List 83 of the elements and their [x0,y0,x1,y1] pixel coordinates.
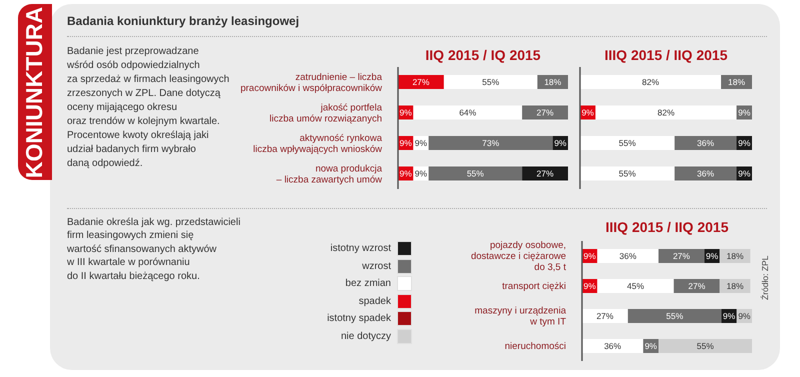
y-tick-label: transport ciężki [502,280,566,292]
text: Źródło: ZPL [760,256,770,300]
bar [428,166,522,180]
data-label: 18% [726,281,744,291]
bar [658,249,704,263]
data-label: 27% [536,108,554,118]
y-tick-label: jakość portfela liczba umów rozwiązanych [270,102,383,124]
y-tick-label: maszyny i urządzenia w tym IT [474,305,567,327]
data-label: 27% [672,251,690,261]
data-label: 55% [666,311,684,321]
data-label: 9% [400,108,412,118]
bar [582,339,644,353]
data-label: 9% [414,138,428,148]
y-tick-label: aktywność rynkowa liczba wpływających wniosków [253,132,383,154]
legend-label: bez zmian [345,278,391,290]
data-label: 55% [618,168,636,178]
bar [428,136,553,150]
data-label: 73% [482,138,500,148]
data-label: 9% [582,108,594,118]
bar [444,75,538,89]
data-label: 82% [657,108,675,118]
data-label: 27% [412,77,430,87]
bar [658,339,752,353]
data-label: 27% [688,281,706,291]
data-label: 45% [627,281,644,291]
data-label: 18% [728,77,746,87]
bar [580,75,722,89]
data-label: 9% [738,138,751,148]
chart-title: IIIQ 2015 / IIQ 2015 [604,47,728,63]
bar [413,106,522,120]
bar [597,249,658,263]
data-label: 9% [554,138,567,148]
data-label: 55% [696,341,714,351]
text: KONIUNKTURA [22,6,48,178]
data-label: 36% [604,341,622,351]
data-label: 55% [482,77,500,87]
data-label: 27% [536,168,554,178]
data-label: 82% [642,77,660,87]
bar [597,279,674,293]
bar [522,106,568,120]
data-label: 64% [459,108,477,118]
data-label: 9% [584,251,596,261]
y-tick-label: nieruchomości [504,340,566,352]
legend-label: spadek [358,296,391,307]
bar [582,309,628,323]
y-tick-label: nowa produkcja – liczba zawartych umów [276,162,383,185]
text: Badanie określa jak wg. przedstawicieli firm leasingowych zmieni się wartość sfinansowanych aktywów w III kwartale w porównaniu do II kwartału bieżącego roku. [67,216,240,284]
data-label: 9% [400,168,412,178]
data-label: 36% [619,251,637,261]
data-label: 9% [400,138,412,148]
data-label: 36% [697,138,715,148]
text: Badanie jest przeprowadzane wśród osób odpowiedzialnych za sprzedaż w firmach leasingowych zrzeszonych w ZPL. Dane dotyczą oceny mijającego okresu oraz trendów w kolejnym kwartale. Procentowe kwoty określają jaki udział badanych firm wybrało daną odpowiedź. [67,46,230,169]
bar [595,106,737,120]
chart-title: IIIQ 2015 / IIQ 2015 [604,219,730,235]
data-label: 27% [596,311,614,321]
data-label: 36% [697,168,715,178]
bar [580,136,675,150]
bar [674,166,737,180]
data-label: 9% [706,251,719,261]
text: Badania koniunktury branży leasingowej [67,14,300,28]
data-label: 55% [618,138,636,148]
bar [398,75,444,89]
legend-label: wzrost [362,260,391,272]
bar [580,166,675,180]
data-label: 9% [722,311,736,321]
data-label: 55% [466,168,484,178]
bar [674,136,737,150]
data-label: 9% [584,281,596,291]
bar [522,166,568,180]
data-label: 18% [544,77,562,87]
data-label: 9% [738,311,751,321]
y-tick-label: zatrudnienie – liczba pracowników i współpracowników [240,71,383,94]
legend-label: istotny spadek [327,313,391,324]
data-label: 9% [644,341,658,351]
legend-label: nie dotyczy [340,330,391,342]
data-label: 18% [726,251,744,261]
data-label: 9% [414,168,428,178]
bar [674,279,720,293]
chart-title: IIQ 2015 / IQ 2015 [424,47,542,63]
legend-label: istotny wzrost [330,243,391,254]
bar [628,309,722,323]
data-label: 9% [738,168,751,178]
data-label: 9% [738,108,751,118]
